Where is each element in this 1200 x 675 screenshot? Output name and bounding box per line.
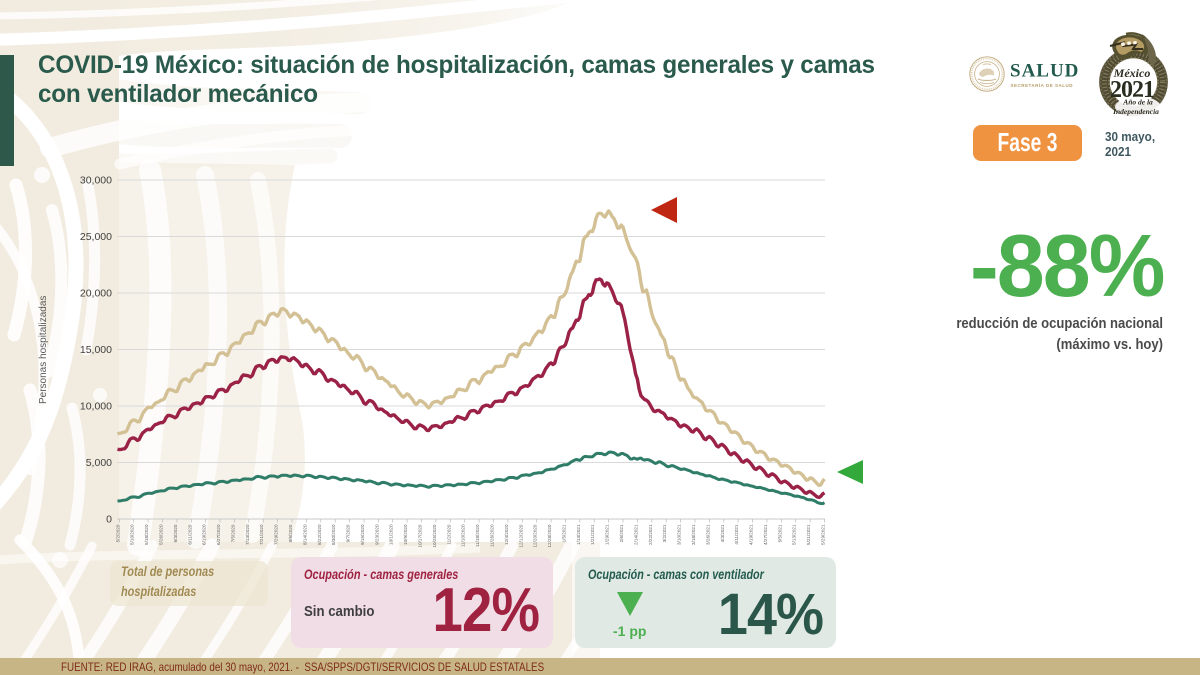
svg-text:5/26/2020: 5/26/2020 [159,524,164,545]
svg-text:1/13/2021: 1/13/2021 [576,524,581,545]
svg-text:Año de la: Año de la [1122,98,1153,107]
svg-text:15,000: 15,000 [80,344,112,356]
svg-text:20,000: 20,000 [80,288,112,300]
svg-text:Independencia: Independencia [1112,107,1159,116]
svg-text:0: 0 [106,514,112,526]
svg-text:4/3/2021: 4/3/2021 [720,524,725,542]
svg-text:4/19/2021: 4/19/2021 [749,524,754,545]
svg-text:8/6/2020: 8/6/2020 [288,524,293,542]
svg-text:5/5/2021: 5/5/2021 [777,524,782,542]
svg-text:9/7/2020: 9/7/2020 [346,524,351,542]
svg-text:9/15/2020: 9/15/2020 [360,524,365,545]
svg-text:7/29/2020: 7/29/2020 [274,524,279,545]
svg-text:México: México [1113,66,1151,80]
svg-text:5/18/2020: 5/18/2020 [144,524,149,545]
svg-text:3/26/2021: 3/26/2021 [705,524,710,545]
svg-text:10/25/2020: 10/25/2020 [432,524,437,547]
svg-text:5/13/2021: 5/13/2021 [792,524,797,545]
svg-text:10,000: 10,000 [80,401,112,413]
svg-text:4/27/2021: 4/27/2021 [763,524,768,545]
svg-text:3/18/2021: 3/18/2021 [691,524,696,545]
svg-text:5/21/2021: 5/21/2021 [806,524,811,545]
svg-text:5/29/2021: 5/29/2021 [821,524,826,545]
svg-text:6/27/2020: 6/27/2020 [216,524,221,545]
svg-text:SALUD: SALUD [1010,60,1079,81]
svg-text:7/13/2020: 7/13/2020 [245,524,250,545]
svg-text:12/20/2020: 12/20/2020 [533,524,538,547]
svg-text:6/3/2020: 6/3/2020 [173,524,178,542]
svg-text:5,000: 5,000 [86,457,112,469]
svg-text:9/23/2020: 9/23/2020 [374,524,379,545]
svg-text:4/11/2021: 4/11/2021 [734,524,739,545]
svg-text:2/22/2021: 2/22/2021 [648,524,653,545]
svg-text:3/2/2021: 3/2/2021 [662,524,667,542]
svg-text:10/17/2020: 10/17/2020 [418,524,423,547]
svg-text:7/21/2020: 7/21/2020 [259,524,264,545]
svg-text:7/5/2020: 7/5/2020 [230,524,235,542]
svg-text:10/9/2020: 10/9/2020 [403,524,408,545]
svg-text:12/12/2020: 12/12/2020 [518,524,523,547]
svg-text:3/10/2021: 3/10/2021 [677,524,682,545]
svg-text:1/5/2021: 1/5/2021 [561,524,566,542]
svg-text:5/10/2020: 5/10/2020 [130,524,135,545]
svg-text:6/19/2020: 6/19/2020 [202,524,207,545]
svg-text:30,000: 30,000 [80,175,112,187]
svg-text:11/18/2020: 11/18/2020 [475,524,480,547]
svg-text:1/29/2021: 1/29/2021 [605,524,610,545]
svg-text:5/2/2020: 5/2/2020 [115,524,120,542]
svg-text:25,000: 25,000 [80,231,112,243]
svg-text:2/6/2021: 2/6/2021 [619,524,624,542]
svg-text:Personas hospitalizadas: Personas hospitalizadas [38,296,49,404]
svg-text:8/14/2020: 8/14/2020 [302,524,307,545]
svg-text:10/1/2020: 10/1/2020 [389,524,394,545]
svg-text:11/2/2020: 11/2/2020 [446,524,451,545]
svg-text:SECRETARÍA DE SALUD: SECRETARÍA DE SALUD [1011,81,1074,88]
svg-text:8/30/2020: 8/30/2020 [331,524,336,545]
svg-text:12/4/2020: 12/4/2020 [504,524,509,545]
svg-text:11/26/2020: 11/26/2020 [490,524,495,547]
svg-text:2/14/2021: 2/14/2021 [633,524,638,545]
svg-text:1/21/2021: 1/21/2021 [590,524,595,545]
svg-text:12/28/2020: 12/28/2020 [547,524,552,547]
svg-text:6/11/2020: 6/11/2020 [187,524,192,545]
svg-text:8/22/2020: 8/22/2020 [317,524,322,545]
svg-text:11/10/2020: 11/10/2020 [461,524,466,547]
